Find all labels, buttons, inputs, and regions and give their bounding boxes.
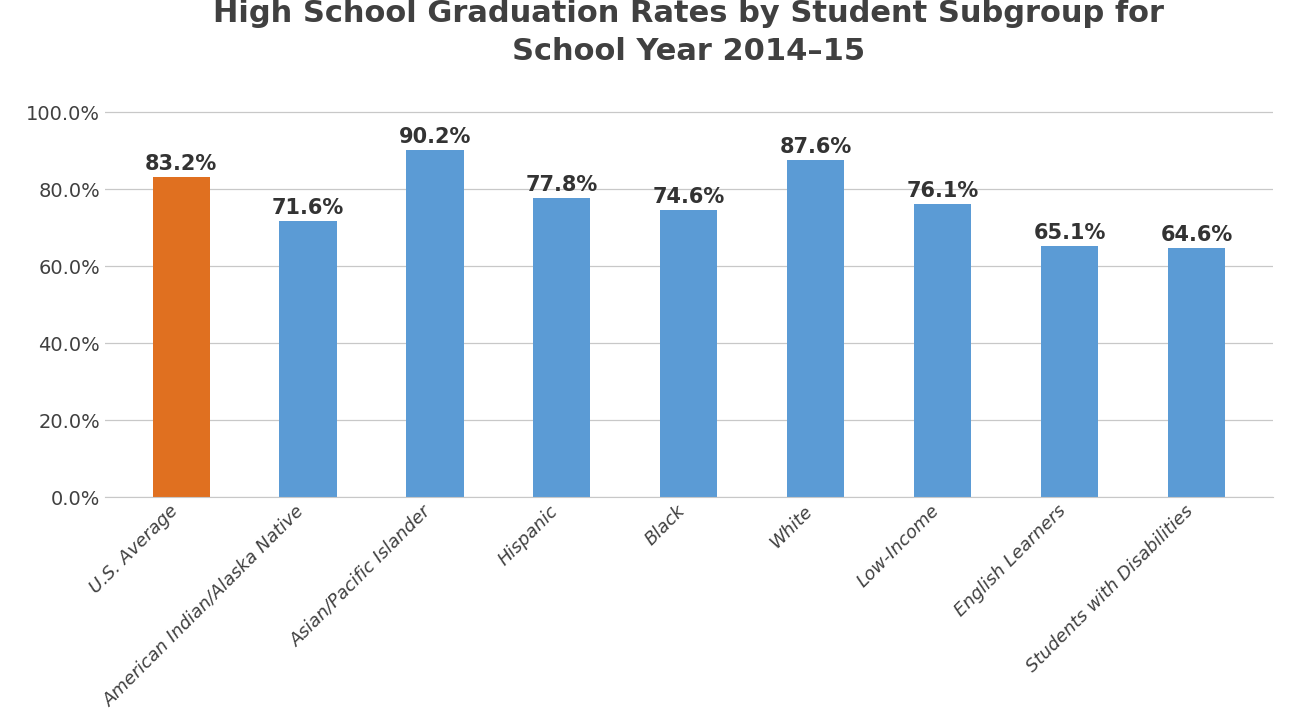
Text: 71.6%: 71.6% — [272, 198, 344, 219]
Text: 77.8%: 77.8% — [526, 175, 598, 195]
Bar — [787, 160, 845, 497]
Text: 64.6%: 64.6% — [1160, 225, 1232, 245]
Text: 74.6%: 74.6% — [652, 187, 726, 207]
Bar — [914, 204, 971, 497]
Text: 83.2%: 83.2% — [146, 154, 218, 174]
Text: 90.2%: 90.2% — [399, 127, 471, 147]
Bar — [533, 197, 590, 497]
Bar — [152, 177, 210, 497]
Title: High School Graduation Rates by Student Subgroup for
School Year 2014–15: High School Graduation Rates by Student … — [214, 0, 1164, 66]
Bar — [407, 150, 463, 497]
Bar — [279, 222, 337, 497]
Text: 76.1%: 76.1% — [907, 181, 979, 201]
Text: 65.1%: 65.1% — [1034, 224, 1106, 244]
Text: 87.6%: 87.6% — [779, 137, 851, 157]
Bar — [1168, 248, 1225, 497]
Bar — [1040, 246, 1098, 497]
Bar — [660, 210, 718, 497]
